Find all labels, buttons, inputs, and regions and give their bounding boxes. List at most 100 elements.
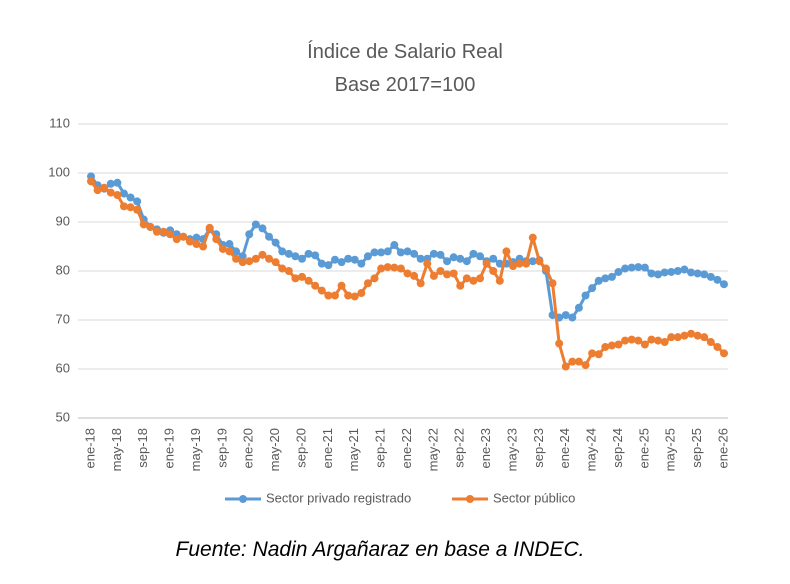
data-point <box>456 254 465 263</box>
data-point <box>403 269 412 278</box>
series-line <box>89 175 725 320</box>
data-point <box>377 264 386 273</box>
data-point <box>344 254 353 263</box>
data-point <box>713 275 722 284</box>
legend-marker <box>239 495 247 503</box>
data-point <box>330 291 339 300</box>
data-point <box>377 248 386 257</box>
data-point <box>251 220 260 229</box>
data-point <box>601 342 610 351</box>
data-point <box>469 276 478 285</box>
data-point <box>179 232 188 241</box>
data-point <box>192 240 201 249</box>
data-point <box>324 261 333 270</box>
data-point <box>449 269 458 278</box>
data-point <box>344 291 353 300</box>
data-point <box>357 259 366 268</box>
data-point <box>680 265 689 274</box>
x-tick-label: sep-22 <box>452 428 467 468</box>
data-point <box>693 269 702 278</box>
data-point <box>383 247 392 256</box>
data-point <box>654 336 663 345</box>
x-tick-label: may-21 <box>346 428 361 471</box>
x-tick-label: may-24 <box>584 428 599 471</box>
legend-item: Sector privado registrado <box>225 490 411 505</box>
data-point <box>298 272 306 281</box>
data-point <box>133 197 142 206</box>
y-tick-label: 50 <box>56 409 70 424</box>
chart-title: Índice de Salario Real <box>307 40 503 63</box>
data-point <box>304 276 313 285</box>
x-tick-label: may-22 <box>425 428 440 471</box>
data-point <box>621 264 630 273</box>
data-point <box>548 279 557 288</box>
data-point <box>251 254 260 263</box>
data-point <box>469 249 478 258</box>
data-point <box>700 333 709 342</box>
data-point <box>291 252 300 261</box>
y-tick-label: 70 <box>56 311 70 326</box>
y-tick-label: 110 <box>49 115 70 130</box>
data-point <box>456 281 465 290</box>
data-point <box>363 252 372 261</box>
legend-label: Sector público <box>493 490 575 505</box>
data-point <box>680 331 689 340</box>
data-point <box>654 270 663 279</box>
data-point <box>687 329 696 338</box>
data-point <box>278 247 287 256</box>
data-point <box>687 268 696 277</box>
y-tick-label: 80 <box>56 262 70 277</box>
data-point <box>429 249 438 258</box>
data-point <box>522 259 531 268</box>
data-point <box>93 186 102 195</box>
x-tick-label: ene-21 <box>320 428 335 468</box>
data-point <box>640 263 649 272</box>
data-point <box>192 233 201 242</box>
data-point <box>706 338 715 347</box>
x-tick-label: ene-19 <box>162 428 177 468</box>
data-point <box>311 251 320 260</box>
data-point <box>317 286 326 295</box>
data-point <box>284 249 293 258</box>
data-point <box>403 247 412 256</box>
data-point <box>317 259 326 268</box>
legend-item: Sector público <box>452 490 575 505</box>
x-tick-label: ene-20 <box>241 428 256 468</box>
x-tick-label: sep-23 <box>531 428 546 468</box>
x-tick-label: may-23 <box>504 428 519 471</box>
data-point <box>509 262 517 271</box>
data-point <box>660 338 669 347</box>
data-point <box>238 252 247 261</box>
data-point <box>396 248 405 257</box>
data-point <box>298 254 306 263</box>
data-point <box>311 281 320 290</box>
data-point <box>232 247 241 256</box>
data-point <box>634 263 643 272</box>
data-point <box>581 361 590 370</box>
data-point <box>555 339 564 348</box>
data-point <box>449 253 458 262</box>
data-point <box>416 279 425 288</box>
data-point <box>423 259 432 268</box>
data-point <box>245 230 254 239</box>
data-point <box>476 274 485 283</box>
data-point <box>627 263 636 272</box>
data-point <box>172 235 181 244</box>
data-point <box>561 362 570 371</box>
x-tick-label: ene-18 <box>82 428 97 468</box>
data-point <box>271 238 280 247</box>
data-point <box>568 313 577 322</box>
data-point <box>212 235 221 244</box>
x-tick-label: ene-23 <box>478 428 493 468</box>
data-point <box>324 291 333 300</box>
data-point <box>100 183 109 192</box>
data-point <box>106 188 115 197</box>
x-tick-label: may-18 <box>109 428 124 471</box>
data-point <box>640 340 649 349</box>
data-point <box>166 230 175 239</box>
data-point <box>232 254 241 263</box>
data-point <box>390 263 399 272</box>
data-point <box>443 257 452 266</box>
data-point <box>126 203 135 212</box>
data-point <box>627 335 636 344</box>
